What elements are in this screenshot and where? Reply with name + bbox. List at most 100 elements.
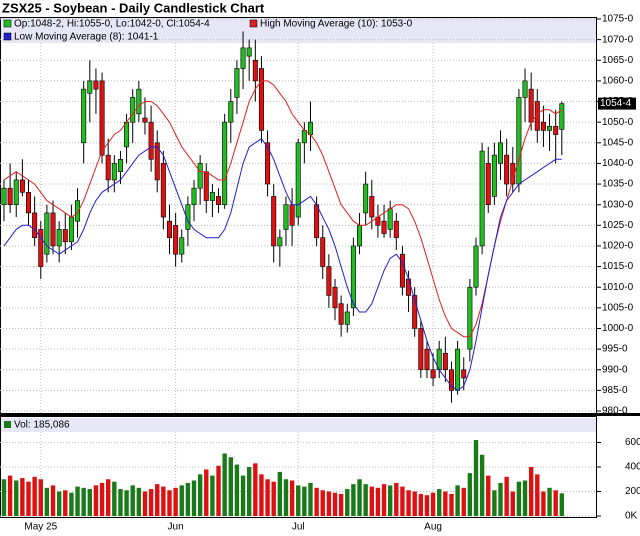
volume-bar (357, 479, 362, 516)
legend-label: High Moving Average (10): 1053-0 (260, 19, 413, 30)
candle-body (498, 142, 504, 164)
volume-bar (44, 487, 50, 516)
candle-body (271, 196, 277, 247)
y-tick-label: 200K (625, 486, 640, 497)
volume-bar (449, 493, 454, 516)
candle-body (197, 163, 203, 189)
volume-legend: Vol: 185,086 (14, 420, 70, 431)
volume-bar (185, 482, 191, 516)
candle-body (185, 204, 191, 230)
volume-bar (246, 467, 252, 516)
candle-body (301, 130, 307, 144)
volume-bar (381, 484, 387, 516)
y-tick-label: 1035-0 (602, 179, 634, 190)
volume-bar (314, 487, 319, 516)
candle-body (393, 220, 399, 238)
volume-bar (75, 486, 80, 516)
candle-body (265, 142, 271, 185)
candle-body (44, 212, 50, 255)
candle-body (455, 348, 461, 391)
volume-bar (204, 469, 209, 516)
candle-body (148, 121, 154, 160)
candle-body (87, 80, 93, 94)
volume-bar (345, 489, 350, 516)
volume-bar (522, 480, 528, 516)
volume-bar (222, 453, 227, 516)
volume-bar (504, 476, 509, 516)
volume-bar (277, 471, 283, 516)
volume-bar (486, 475, 491, 516)
candle-body (307, 121, 313, 135)
candle-body (111, 163, 117, 181)
volume-bar (240, 475, 246, 516)
candle-body (314, 204, 320, 238)
y-tick-label: 600K (625, 437, 640, 448)
volume-bar (473, 440, 479, 516)
candle-body (448, 369, 454, 391)
volume-bar (148, 489, 154, 516)
candle-body (528, 88, 534, 123)
candle-body (160, 163, 166, 218)
volume-bar (105, 479, 111, 516)
legend-swatch (4, 421, 11, 428)
volume-bar (296, 485, 301, 516)
candle-body (540, 121, 546, 131)
y-tick-label: 995-0 (602, 344, 628, 355)
candle-body (430, 369, 436, 379)
volume-bar (326, 491, 332, 516)
candle-body (166, 220, 172, 238)
y-tick-label: 1005-0 (602, 302, 634, 313)
candle-body (320, 237, 326, 267)
candle-body (553, 125, 559, 135)
candle-body (338, 303, 344, 325)
candle-body (216, 196, 222, 205)
volume-bar (516, 481, 522, 516)
candle-body (203, 171, 209, 201)
candle-body (258, 68, 264, 131)
candle-body (418, 328, 424, 371)
y-tick-label: 1000-0 (602, 323, 634, 334)
volume-bar (283, 479, 289, 516)
volume-bar (38, 479, 43, 516)
legend-box (0, 17, 597, 43)
candle-body (209, 192, 215, 201)
volume-bar (7, 475, 13, 516)
candle-body (406, 278, 412, 296)
candle-body (62, 229, 68, 243)
volume-bar (1, 479, 7, 516)
y-tick-label: 400K (625, 462, 640, 473)
candle-body (344, 311, 350, 325)
volume-bar (547, 487, 552, 516)
candle-body (228, 101, 234, 123)
candle-body (26, 192, 32, 214)
volume-bar (32, 476, 37, 516)
volume-bar (210, 475, 215, 516)
candle-body (81, 88, 87, 144)
y-tick-label: 1010-0 (602, 282, 634, 293)
candle-body (50, 212, 56, 247)
volume-bar (228, 457, 233, 516)
volume-bar (87, 489, 93, 516)
legend-swatch (249, 19, 258, 28)
volume-bar (56, 491, 62, 516)
candle-body (461, 369, 467, 379)
panel-divider (0, 413, 640, 416)
volume-bar (394, 482, 399, 516)
volume-bar (259, 474, 264, 516)
volume-bar (26, 481, 31, 516)
volume-bar (418, 493, 424, 516)
candle-body (124, 121, 130, 148)
y-tick-label: 980-0 (602, 406, 628, 417)
y-tick-label: 1025-0 (602, 220, 634, 231)
volume-bar (289, 480, 295, 516)
candle-body (473, 245, 479, 288)
candle-body (19, 179, 25, 193)
candle-body (7, 187, 13, 205)
ohlc-legend: Op:1048-2, Hi:1055-0, Lo:1042-0, Cl:1054… (14, 19, 210, 30)
volume-bar (535, 474, 540, 516)
volume-bar (234, 464, 240, 516)
y-tick-label: 1045-0 (602, 137, 634, 148)
volume-bar (69, 492, 74, 516)
candle-body (442, 352, 448, 371)
volume-bar (424, 495, 430, 516)
